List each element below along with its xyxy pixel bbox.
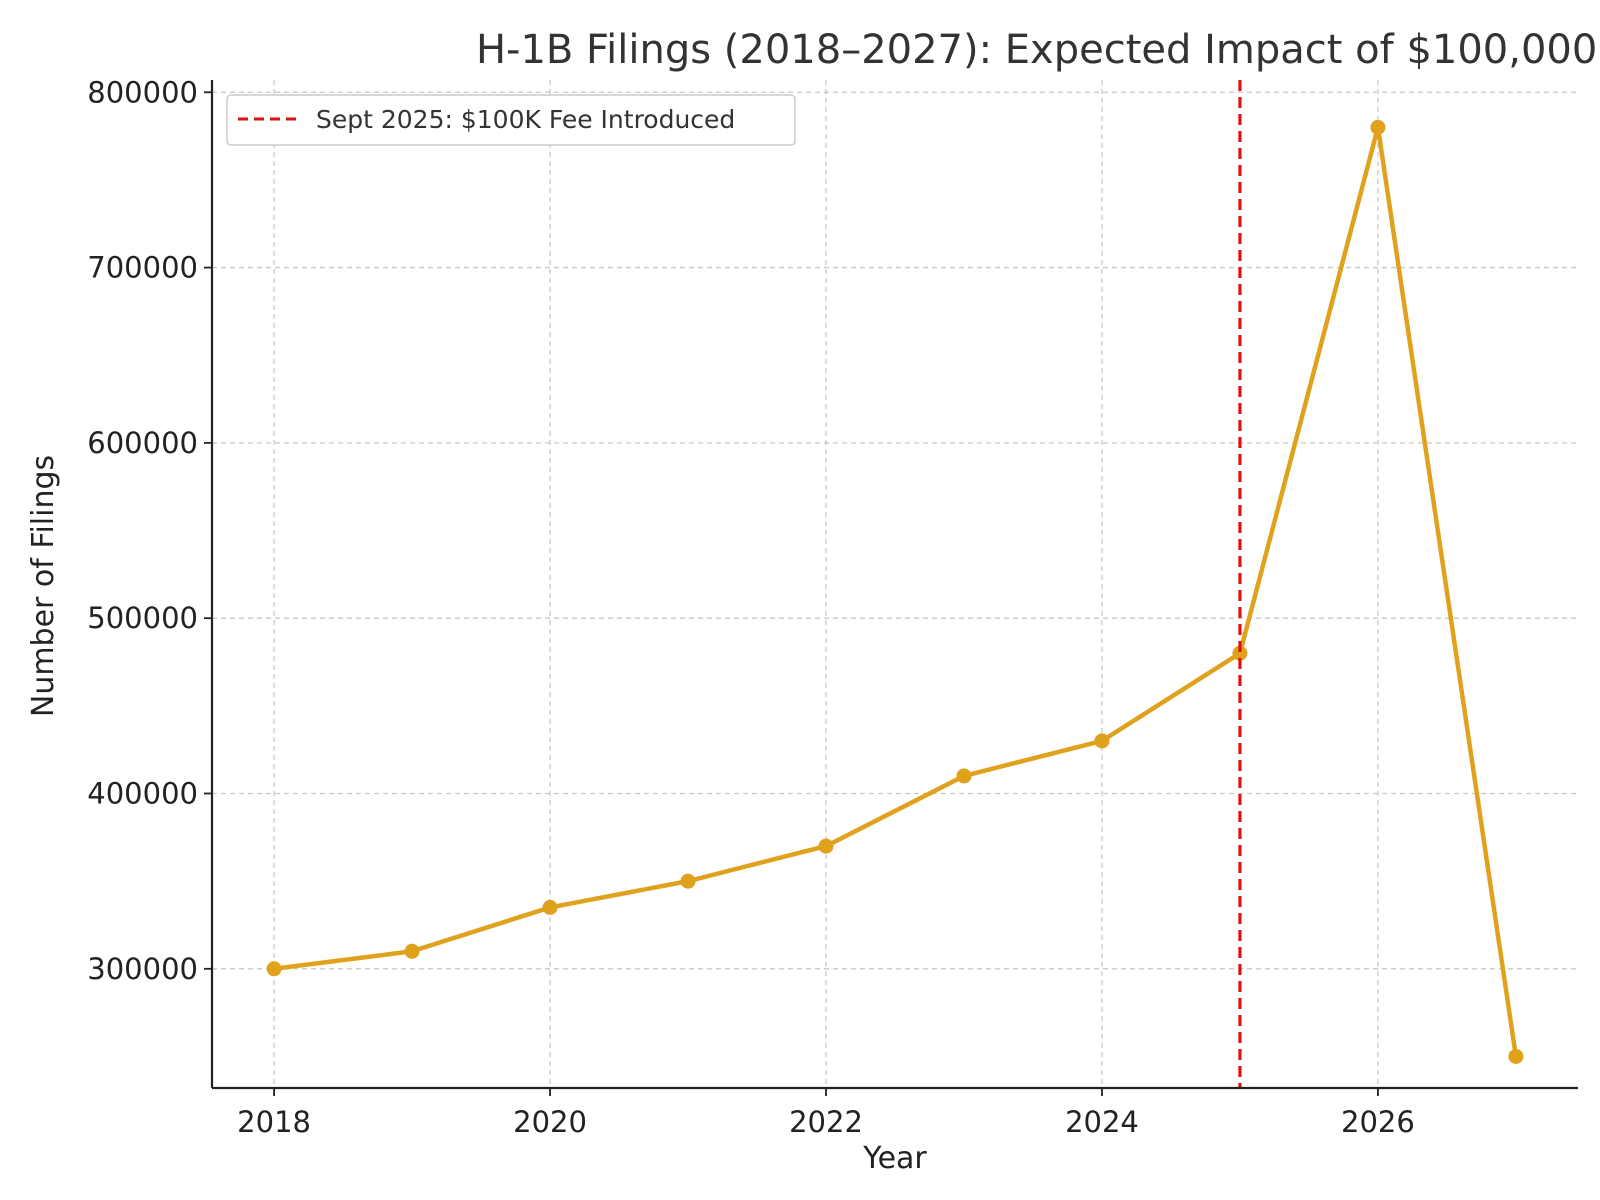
x-tick-label: 2026: [1341, 1105, 1415, 1139]
grid-lines: [212, 80, 1578, 1088]
legend-box: [226, 94, 796, 146]
x-tick-label: 2022: [789, 1105, 863, 1139]
data-point: [956, 768, 972, 784]
data-point: [680, 873, 696, 889]
y-axis-label: Number of Filings: [26, 455, 61, 717]
y-tick-label: 800000: [87, 75, 198, 109]
y-tick-label: 400000: [87, 776, 198, 810]
axes: [204, 80, 1578, 1096]
chart-title: H-1B Filings (2018–2027): Expected Impac…: [476, 27, 1600, 73]
x-tick-label: 2020: [513, 1105, 587, 1139]
data-point: [1508, 1048, 1524, 1064]
y-tick-label: 500000: [87, 601, 198, 635]
y-tick-label: 600000: [87, 426, 198, 460]
x-tick-label: 2024: [1065, 1105, 1139, 1139]
data-point: [1370, 119, 1386, 135]
data-point: [266, 961, 282, 977]
series-layer: [266, 80, 1524, 1088]
data-point: [542, 899, 558, 915]
series-line: [271, 125, 1519, 1059]
data-point: [1232, 645, 1248, 661]
y-tick-label: 700000: [87, 251, 198, 285]
x-axis-label: Year: [862, 1141, 927, 1176]
data-point: [818, 838, 834, 854]
data-point: [404, 943, 420, 959]
data-point: [1094, 733, 1110, 749]
tick-labels: 2018 2020 2022 2024 2026 300000 400000 500000 60…: [87, 75, 1415, 1139]
y-tick-label: 300000: [87, 952, 198, 986]
x-tick-label: 2018: [237, 1105, 311, 1139]
legend: Sept 2025: $100K Fee Introduced: [226, 94, 796, 146]
legend-entry-fee-introduced: Sept 2025: $100K Fee Introduced: [316, 105, 735, 134]
